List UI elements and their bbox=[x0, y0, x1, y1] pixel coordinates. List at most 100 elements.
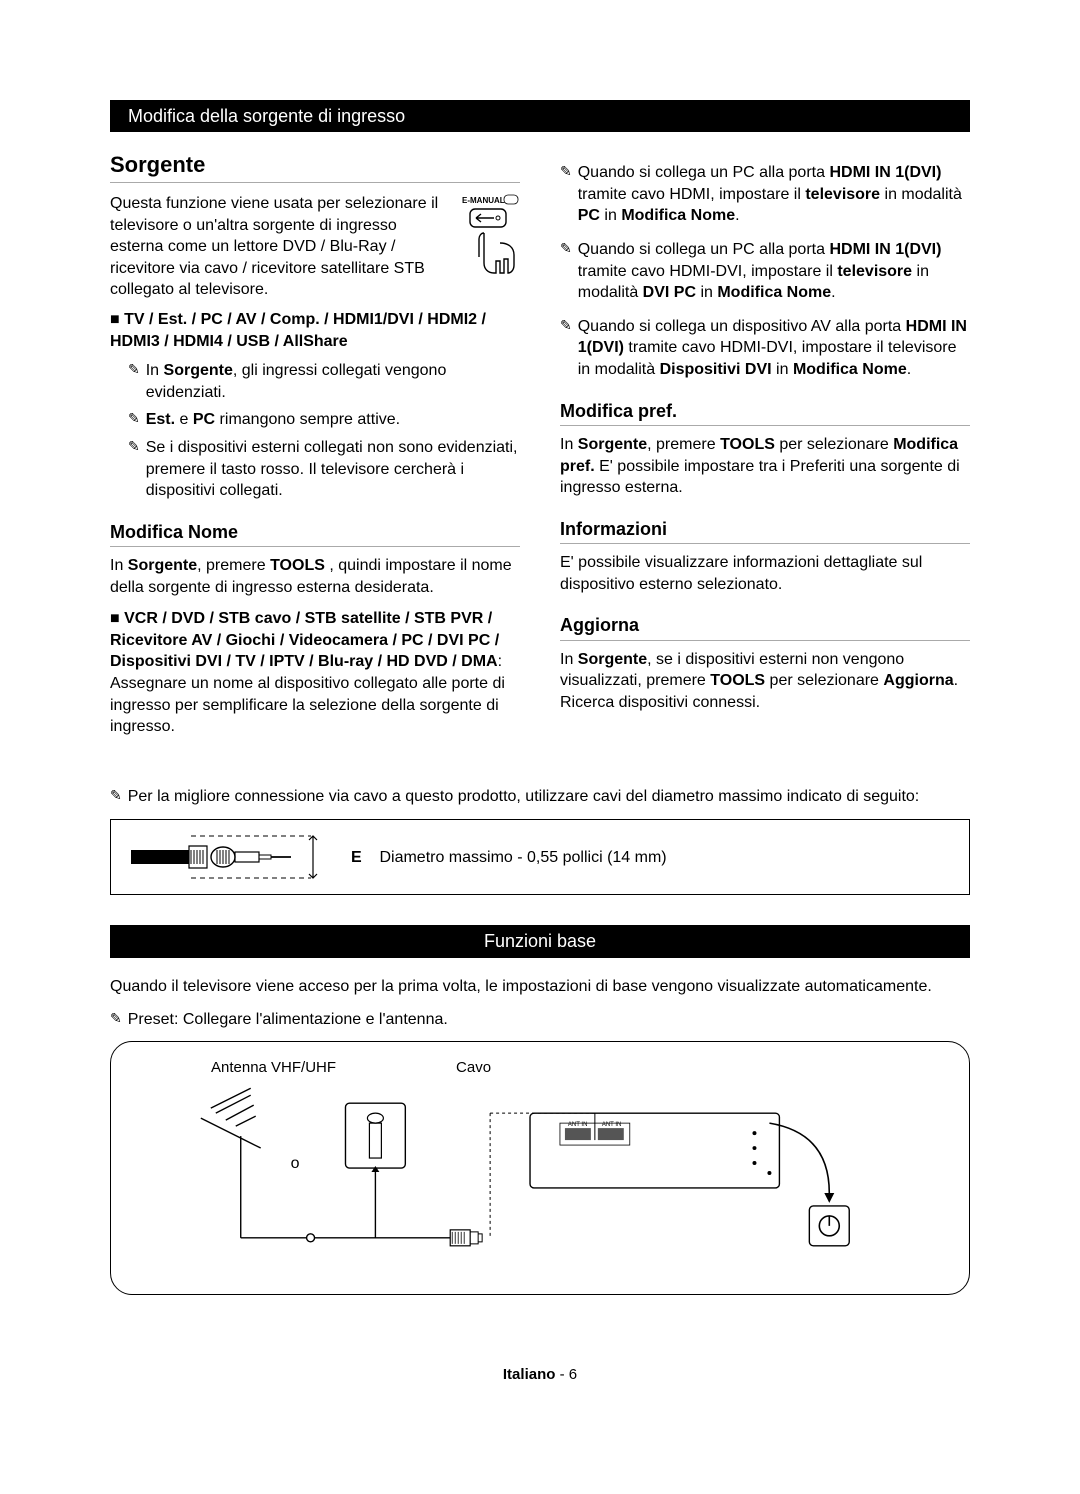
t: PC bbox=[578, 207, 600, 224]
t: . bbox=[907, 361, 911, 378]
note-icon: ✎ bbox=[110, 786, 122, 808]
note-text: Quando si collega un dispositivo AV alla… bbox=[578, 316, 970, 381]
note-icon: ✎ bbox=[110, 1009, 122, 1031]
note-icon: ✎ bbox=[560, 316, 572, 381]
t: tramite cavo HDMI, impostare il bbox=[578, 186, 806, 203]
source-list-item: TV / Est. / PC / AV / Comp. / HDMI1/DVI … bbox=[110, 309, 520, 352]
antenna-label: Antenna VHF/UHF bbox=[211, 1058, 336, 1078]
t: in bbox=[696, 284, 717, 301]
t: TOOLS bbox=[710, 672, 765, 689]
t: Quando si collega un PC alla porta bbox=[578, 164, 830, 181]
note-text: Per la migliore connessione via cavo a q… bbox=[128, 786, 970, 808]
t: DVI PC bbox=[643, 284, 696, 301]
base-intro: Quando il televisore viene acceso per la… bbox=[110, 976, 970, 998]
modpref-text: In Sorgente, premere TOOLS per seleziona… bbox=[560, 434, 970, 499]
cable-spec: E Diametro massimo - 0,55 pollici (14 mm… bbox=[351, 847, 667, 869]
sorgente-note-3: ✎ Se i dispositivi esterni collegati non… bbox=[128, 437, 520, 502]
hdmi-note-2: ✎ Quando si collega un PC alla porta HDM… bbox=[560, 239, 970, 304]
note-icon: ✎ bbox=[128, 360, 140, 403]
cable-spec-text: Diametro massimo - 0,55 pollici (14 mm) bbox=[379, 849, 666, 866]
t: , premere bbox=[197, 557, 270, 574]
t: Modifica Nome bbox=[621, 207, 735, 224]
right-column: ✎ Quando si collega un PC alla porta HDM… bbox=[560, 150, 970, 745]
note-icon: ✎ bbox=[560, 239, 572, 304]
connection-diagram: Antenna VHF/UHF Cavo o ANT IN ANT IN bbox=[110, 1041, 970, 1295]
heading-sorgente: Sorgente bbox=[110, 150, 520, 183]
t: televisore bbox=[805, 186, 880, 203]
t: Aggiorna bbox=[883, 672, 953, 689]
sorgente-note-2: ✎ Est. e PC rimangono sempre attive. bbox=[128, 409, 520, 431]
t: HDMI IN 1(DVI) bbox=[829, 241, 941, 258]
t: In bbox=[146, 362, 164, 379]
t: e bbox=[175, 411, 193, 428]
t: E' possibile impostare tra i Preferiti u… bbox=[560, 458, 960, 497]
note-text: Quando si collega un PC alla porta HDMI … bbox=[578, 239, 970, 304]
t: In bbox=[560, 651, 578, 668]
t: , premere bbox=[647, 436, 720, 453]
heading-informazioni: Informazioni bbox=[560, 517, 970, 544]
t: in bbox=[600, 207, 621, 224]
sorgente-intro-wrap: Questa funzione viene usata per selezion… bbox=[110, 193, 520, 303]
note-text: Se i dispositivi esterni collegati non s… bbox=[146, 437, 520, 502]
cable-spec-label: E bbox=[351, 849, 362, 866]
t: In bbox=[110, 557, 128, 574]
t: Sorgente bbox=[164, 362, 233, 379]
t: Sorgente bbox=[128, 557, 197, 574]
heading-aggiorna: Aggiorna bbox=[560, 613, 970, 640]
footer-page-num: - 6 bbox=[555, 1366, 577, 1383]
t: PC bbox=[193, 411, 215, 428]
note-icon: ✎ bbox=[128, 437, 140, 502]
hdmi-note-1: ✎ Quando si collega un PC alla porta HDM… bbox=[560, 162, 970, 227]
cable-icon bbox=[131, 830, 321, 884]
cable-note: ✎ Per la migliore connessione via cavo a… bbox=[110, 786, 970, 808]
svg-text:E-MANUAL: E-MANUAL bbox=[462, 196, 505, 205]
hdmi-note-3: ✎ Quando si collega un dispositivo AV al… bbox=[560, 316, 970, 381]
heading-modifica-nome: Modifica Nome bbox=[110, 520, 520, 547]
t: Quando si collega un PC alla porta bbox=[578, 241, 830, 258]
t: . bbox=[831, 284, 835, 301]
t: Quando si collega un dispositivo AV alla… bbox=[578, 318, 906, 335]
section-bar-base: Funzioni base bbox=[110, 925, 970, 957]
t: Dispositivi DVI bbox=[660, 361, 772, 378]
connection-diagram-svg: o ANT IN ANT IN bbox=[131, 1078, 949, 1268]
t: . bbox=[735, 207, 739, 224]
t: Sorgente bbox=[578, 651, 647, 668]
svg-text:o: o bbox=[291, 1155, 300, 1172]
cable-diameter-row: E Diametro massimo - 0,55 pollici (14 mm… bbox=[110, 819, 970, 895]
t: TOOLS bbox=[270, 557, 325, 574]
page-footer: Italiano - 6 bbox=[110, 1365, 970, 1385]
note-icon: ✎ bbox=[128, 409, 140, 431]
t: HDMI IN 1(DVI) bbox=[829, 164, 941, 181]
t: per selezionare bbox=[765, 672, 883, 689]
note-icon: ✎ bbox=[560, 162, 572, 227]
t: Est. bbox=[146, 411, 175, 428]
t: Modifica Nome bbox=[717, 284, 831, 301]
informazioni-text: E' possibile visualizzare informazioni d… bbox=[560, 552, 970, 595]
left-column: Sorgente Questa funzione viene usata per… bbox=[110, 150, 520, 745]
sorgente-intro-text: Questa funzione viene usata per selezion… bbox=[110, 193, 452, 301]
remote-button-icon: E-MANUAL bbox=[462, 193, 520, 303]
t: tramite cavo HDMI-DVI, impostare il bbox=[578, 263, 838, 280]
diagram-labels: Antenna VHF/UHF Cavo bbox=[211, 1058, 949, 1078]
sorgente-note-1: ✎ In Sorgente, gli ingressi collegati ve… bbox=[128, 360, 520, 403]
note-text: Preset: Collegare l'alimentazione e l'an… bbox=[128, 1009, 970, 1031]
t: in bbox=[772, 361, 793, 378]
t: televisore bbox=[837, 263, 912, 280]
t: in modalità bbox=[880, 186, 962, 203]
t: rimangono sempre attive. bbox=[215, 411, 400, 428]
note-text: Est. e PC rimangono sempre attive. bbox=[146, 409, 520, 431]
aggiorna-text: In Sorgente, se i dispositivi esterni no… bbox=[560, 649, 970, 714]
t: In bbox=[560, 436, 578, 453]
t: TOOLS bbox=[720, 436, 775, 453]
modnome-device-list: VCR / DVD / STB cavo / STB satellite / S… bbox=[110, 608, 520, 738]
base-preset-note: ✎ Preset: Collegare l'alimentazione e l'… bbox=[110, 1009, 970, 1031]
t: Modifica Nome bbox=[793, 361, 907, 378]
section-bar-top: Modifica della sorgente di ingresso bbox=[110, 100, 970, 132]
footer-lang: Italiano bbox=[503, 1366, 556, 1383]
cavo-label: Cavo bbox=[456, 1058, 491, 1078]
t: VCR / DVD / STB cavo / STB satellite / S… bbox=[110, 610, 499, 670]
heading-modifica-pref: Modifica pref. bbox=[560, 399, 970, 426]
note-text: Quando si collega un PC alla porta HDMI … bbox=[578, 162, 970, 227]
t: per selezionare bbox=[775, 436, 893, 453]
t: Sorgente bbox=[578, 436, 647, 453]
